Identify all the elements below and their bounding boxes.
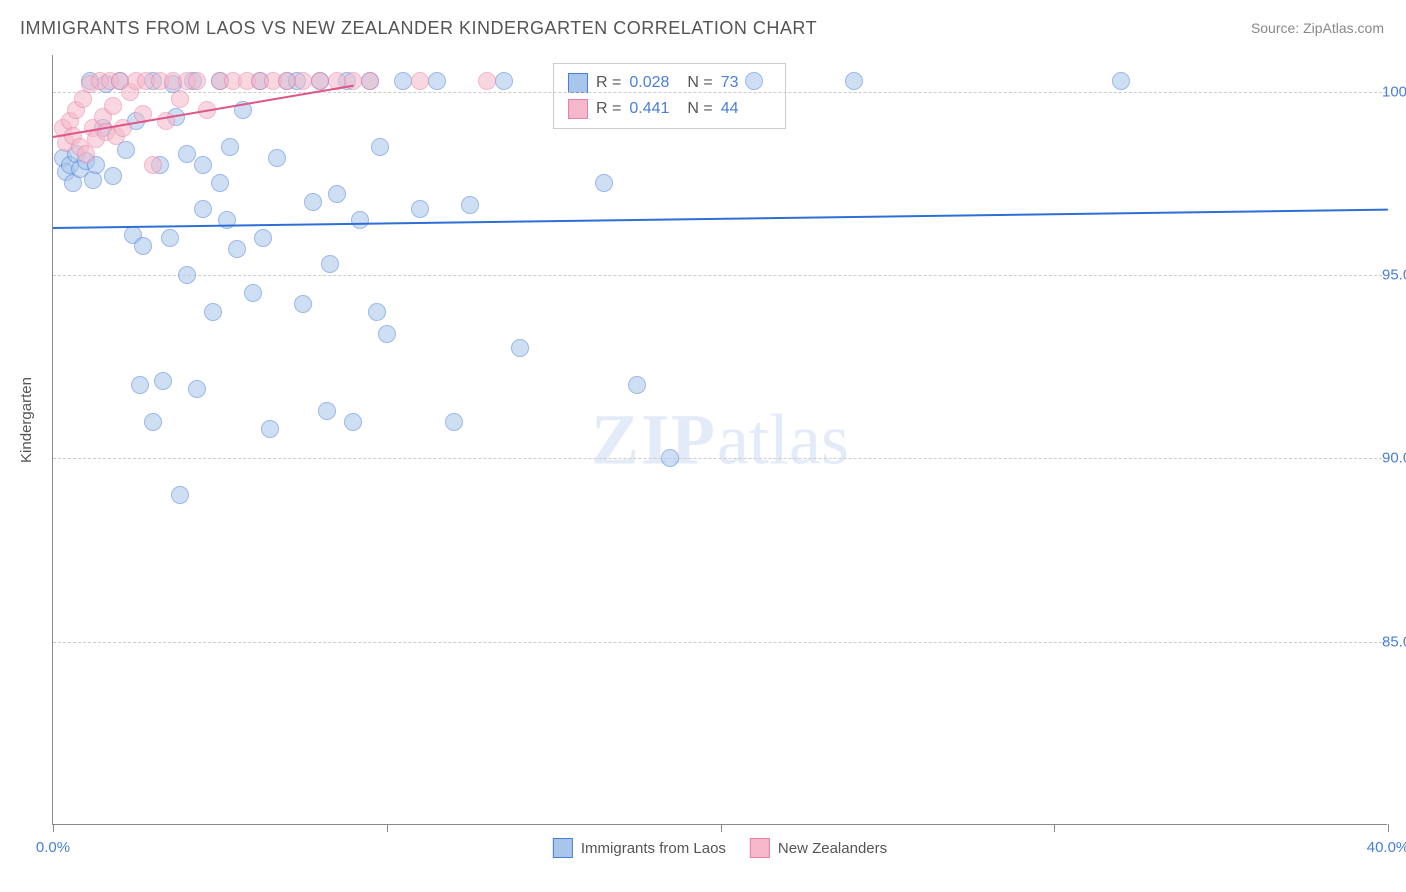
scatter-point (261, 420, 279, 438)
scatter-point (628, 376, 646, 394)
source-label: Source: ZipAtlas.com (1251, 20, 1384, 36)
legend-item: New Zealanders (750, 838, 887, 858)
scatter-point (478, 72, 496, 90)
scatter-point (321, 255, 339, 273)
n-label: N = (687, 74, 712, 92)
scatter-point (461, 196, 479, 214)
scatter-point (131, 376, 149, 394)
scatter-point (495, 72, 513, 90)
scatter-point (394, 72, 412, 90)
gridline (53, 642, 1387, 643)
scatter-point (171, 486, 189, 504)
scatter-point (294, 72, 312, 90)
scatter-point (328, 185, 346, 203)
y-tick-label: 90.0% (1382, 450, 1406, 467)
x-tick (1054, 824, 1055, 832)
stats-legend-row: R = 0.441 N = 44 (568, 96, 771, 122)
scatter-point (445, 413, 463, 431)
scatter-point (661, 449, 679, 467)
legend-swatch (553, 838, 573, 858)
r-label: R = (596, 74, 621, 92)
x-tick (53, 824, 54, 832)
x-tick-label: 40.0% (1367, 839, 1406, 856)
legend-swatch (568, 99, 588, 119)
legend-label: Immigrants from Laos (581, 840, 726, 857)
scatter-point (595, 174, 613, 192)
scatter-point (194, 156, 212, 174)
r-value: 0.028 (629, 74, 679, 92)
scatter-point (144, 413, 162, 431)
x-tick (721, 824, 722, 832)
scatter-point (204, 303, 222, 321)
scatter-point (211, 174, 229, 192)
scatter-point (351, 211, 369, 229)
scatter-point (161, 229, 179, 247)
watermark-atlas: atlas (717, 399, 849, 479)
y-tick-label: 100.0% (1382, 83, 1406, 100)
scatter-point (278, 72, 296, 90)
scatter-point (371, 138, 389, 156)
scatter-point (294, 295, 312, 313)
scatter-point (361, 72, 379, 90)
scatter-point (221, 138, 239, 156)
series-legend: Immigrants from Laos New Zealanders (553, 838, 887, 858)
x-tick-label: 0.0% (36, 839, 70, 856)
gridline (53, 275, 1387, 276)
scatter-point (104, 167, 122, 185)
scatter-point (1112, 72, 1130, 90)
r-label: R = (596, 100, 621, 118)
y-tick-label: 95.0% (1382, 267, 1406, 284)
scatter-point (311, 72, 329, 90)
scatter-point (411, 72, 429, 90)
scatter-point (228, 240, 246, 258)
scatter-point (511, 339, 529, 357)
scatter-point (188, 380, 206, 398)
scatter-point (194, 200, 212, 218)
legend-swatch (568, 73, 588, 93)
scatter-point (344, 413, 362, 431)
gridline (53, 92, 1387, 93)
scatter-point (428, 72, 446, 90)
y-tick-label: 85.0% (1382, 633, 1406, 650)
chart-title: IMMIGRANTS FROM LAOS VS NEW ZEALANDER KI… (20, 18, 817, 39)
scatter-point (171, 90, 189, 108)
scatter-point (104, 97, 122, 115)
scatter-point (188, 72, 206, 90)
x-tick (387, 824, 388, 832)
legend-item: Immigrants from Laos (553, 838, 726, 858)
scatter-point (368, 303, 386, 321)
scatter-point (144, 156, 162, 174)
y-axis-label: Kindergarten (18, 377, 35, 463)
gridline (53, 458, 1387, 459)
scatter-point (268, 149, 286, 167)
scatter-point (244, 284, 262, 302)
scatter-point (178, 145, 196, 163)
trend-line (53, 209, 1388, 229)
legend-swatch (750, 838, 770, 858)
x-tick (1388, 824, 1389, 832)
scatter-point (411, 200, 429, 218)
scatter-point (318, 402, 336, 420)
plot-area: ZIPatlas R =0.028N =73R =0.441N =44 Immi… (52, 55, 1387, 825)
scatter-point (378, 325, 396, 343)
watermark: ZIPatlas (591, 398, 849, 481)
scatter-point (845, 72, 863, 90)
watermark-zip: ZIP (591, 399, 717, 479)
scatter-point (178, 266, 196, 284)
n-value: 44 (721, 100, 771, 118)
scatter-point (304, 193, 322, 211)
r-value: 0.441 (629, 100, 679, 118)
legend-label: New Zealanders (778, 840, 887, 857)
scatter-point (254, 229, 272, 247)
n-label: N = (687, 100, 712, 118)
scatter-point (117, 141, 135, 159)
scatter-point (154, 372, 172, 390)
scatter-point (134, 237, 152, 255)
scatter-point (745, 72, 763, 90)
